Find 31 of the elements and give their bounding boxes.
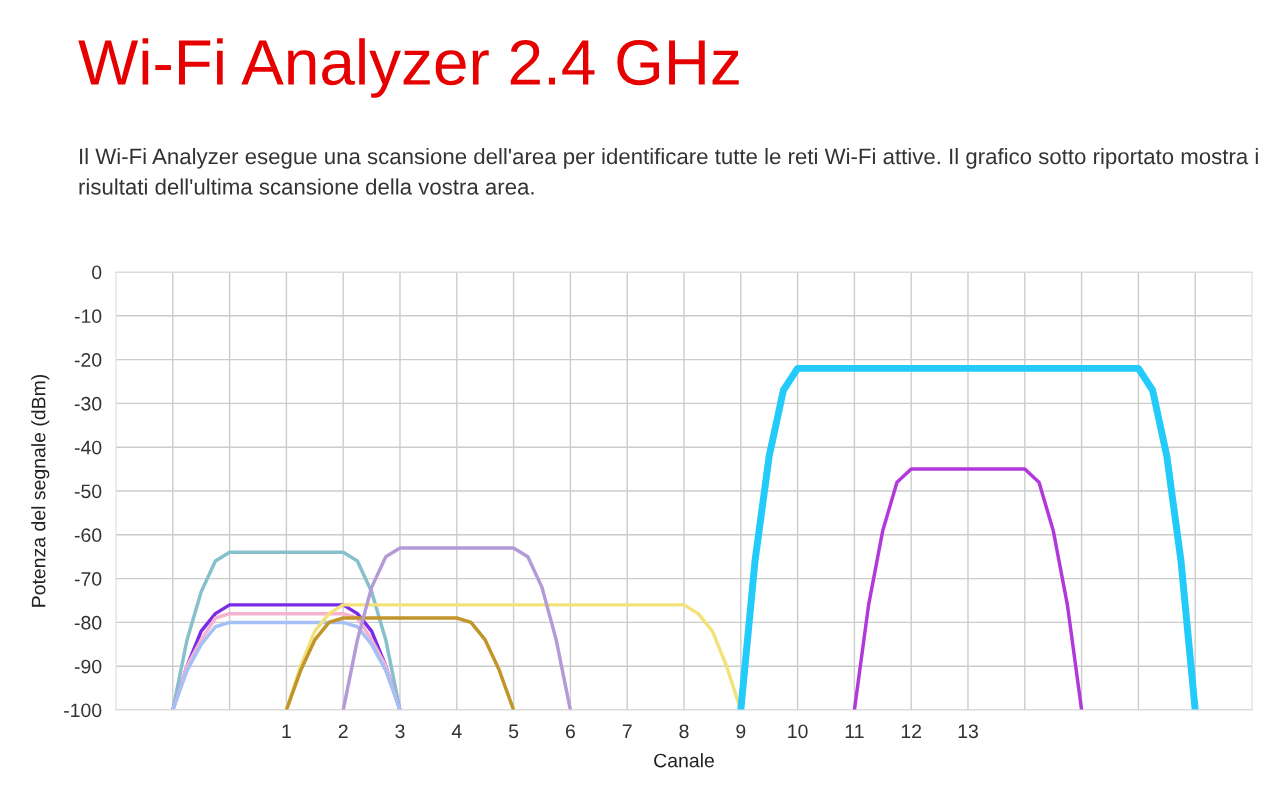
- y-tick-label: -70: [74, 572, 102, 586]
- y-axis-title: Potenza del segnale (dBm): [31, 374, 50, 607]
- x-tick-label: 3: [395, 724, 405, 739]
- x-tick-label: 12: [901, 724, 922, 738]
- y-tick-label: -90: [74, 659, 102, 674]
- x-tick-label: 7: [622, 724, 632, 738]
- x-tick-label: 5: [508, 724, 519, 739]
- line-series: [341, 546, 573, 710]
- x-tick-label: 9: [736, 724, 746, 739]
- line-series: [852, 467, 1084, 710]
- chart-subtitle: Il Wi-Fi Analyzer esegue una scansione dell'area per identificare tutte le reti Wi-Fi attive. Il grafico sotto riportato mostra i risultati dell'ultima scansione della vostra area.: [79, 148, 1258, 195]
- x-tick-label: 10: [788, 724, 808, 739]
- x-tick-label: 8: [679, 724, 689, 739]
- x-axis-title: Canale: [654, 753, 714, 768]
- y-tick-label: 0: [92, 265, 102, 280]
- x-tick-label: 1: [282, 724, 291, 738]
- line-series: [284, 616, 516, 710]
- y-tick-label: -30: [74, 396, 102, 411]
- x-tick-label: 4: [451, 724, 462, 738]
- y-tick-label: -40: [74, 440, 102, 455]
- y-tick-label: -50: [74, 484, 102, 499]
- y-tick-label: -20: [74, 353, 102, 367]
- y-tick-label: -10: [74, 309, 102, 324]
- chart-title: Wi-Fi Analyzer 2.4 GHz: [78, 38, 739, 98]
- x-tick-label: 6: [565, 724, 575, 739]
- x-tick-label: 2: [338, 724, 348, 738]
- y-tick-label: -60: [74, 528, 102, 543]
- y-tick-label: -80: [74, 615, 102, 630]
- x-tick-label: 11: [845, 724, 864, 738]
- x-tick-label: 13: [958, 724, 978, 739]
- y-tick-label: -100: [64, 703, 102, 718]
